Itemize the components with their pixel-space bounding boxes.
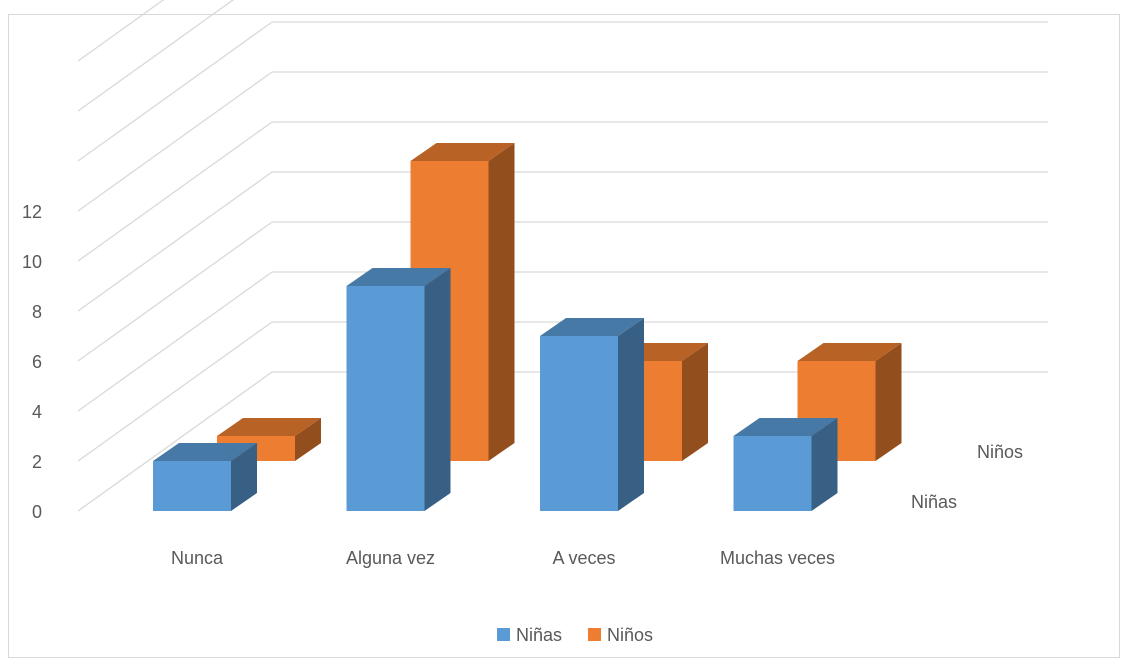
- legend-item: Niñas: [497, 625, 562, 645]
- bar-ninas-3-front: [733, 436, 812, 511]
- gridline-side: [77, 121, 273, 262]
- bar-ninos-0-side: [295, 418, 321, 461]
- x-tick-label: A veces: [552, 548, 615, 568]
- y-tick-label: 0: [32, 502, 42, 522]
- bars: [153, 143, 902, 511]
- labels: 0 2 4 6 8 10 12 Nunca Alguna vez A veces Muchas ve…: [22, 202, 1023, 568]
- y-tick-label: 10: [22, 252, 42, 272]
- bar-ninos-3-side: [875, 343, 902, 461]
- legend-swatch: [588, 628, 601, 641]
- depth-axis-label: Niños: [977, 442, 1023, 462]
- bar-ninas-3: [733, 418, 838, 511]
- legend-swatch: [497, 628, 510, 641]
- bar-ninas-1-top: [346, 268, 451, 286]
- legend-label: Niños: [607, 625, 653, 645]
- gridline-side: [77, 0, 235, 112]
- bar-ninos-3-top: [797, 343, 902, 361]
- gridline-side: [77, 0, 165, 62]
- bar-ninas-1: [346, 268, 451, 511]
- y-tick-label: 4: [32, 402, 42, 422]
- y-tick-label: 12: [22, 202, 42, 222]
- bar-ninas-0-front: [153, 461, 231, 511]
- bar-ninos-0-top: [217, 418, 321, 436]
- bar-ninos-2-side: [682, 343, 708, 461]
- y-tick-label: 8: [32, 302, 42, 322]
- gridline-side: [77, 221, 273, 362]
- x-tick-label: Nunca: [171, 548, 224, 568]
- legend: Niñas Niños: [497, 625, 653, 645]
- gridline-side: [77, 171, 273, 312]
- bar-ninas-0: [153, 443, 257, 511]
- bar-ninas-2-side: [618, 318, 644, 511]
- bar-ninas-2: [540, 318, 644, 511]
- x-tick-label: Muchas veces: [720, 548, 835, 568]
- gridline-side: [77, 371, 273, 512]
- depth-axis-label: Niñas: [911, 492, 957, 512]
- x-tick-label: Alguna vez: [346, 548, 435, 568]
- bar-ninas-0-side: [231, 443, 257, 511]
- bar-ninas-3-side: [811, 418, 838, 511]
- bar-ninas-2-front: [540, 336, 618, 511]
- y-tick-label: 6: [32, 352, 42, 372]
- bar-ninas-1-front: [346, 286, 425, 511]
- gridline-side: [77, 71, 273, 212]
- y-tick-label: 2: [32, 452, 42, 472]
- bar-ninas-3-top: [733, 418, 838, 436]
- bar-ninos-1-side: [488, 143, 515, 461]
- bar-ninos-1-top: [410, 143, 515, 161]
- gridline-side: [77, 321, 273, 462]
- gridline-side: [77, 21, 273, 162]
- legend-item: Niños: [588, 625, 653, 645]
- legend-label: Niñas: [516, 625, 562, 645]
- gridline-side: [77, 271, 273, 412]
- bar-ninas-2-top: [540, 318, 644, 336]
- bar-ninas-0-top: [153, 443, 257, 461]
- bar-ninas-1-side: [424, 268, 451, 511]
